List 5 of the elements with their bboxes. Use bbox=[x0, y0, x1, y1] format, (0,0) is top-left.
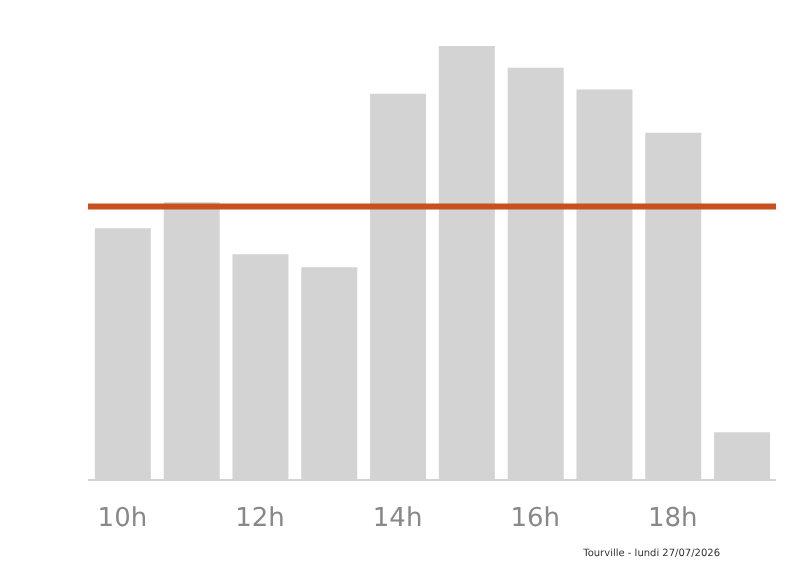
x-tick-label: 12h bbox=[235, 504, 285, 535]
x-tick-label: 18h bbox=[648, 504, 698, 535]
x-tick-label: 14h bbox=[372, 504, 423, 535]
x-tick-label: 16h bbox=[510, 504, 560, 535]
x-tick-label: 10h bbox=[97, 504, 148, 535]
